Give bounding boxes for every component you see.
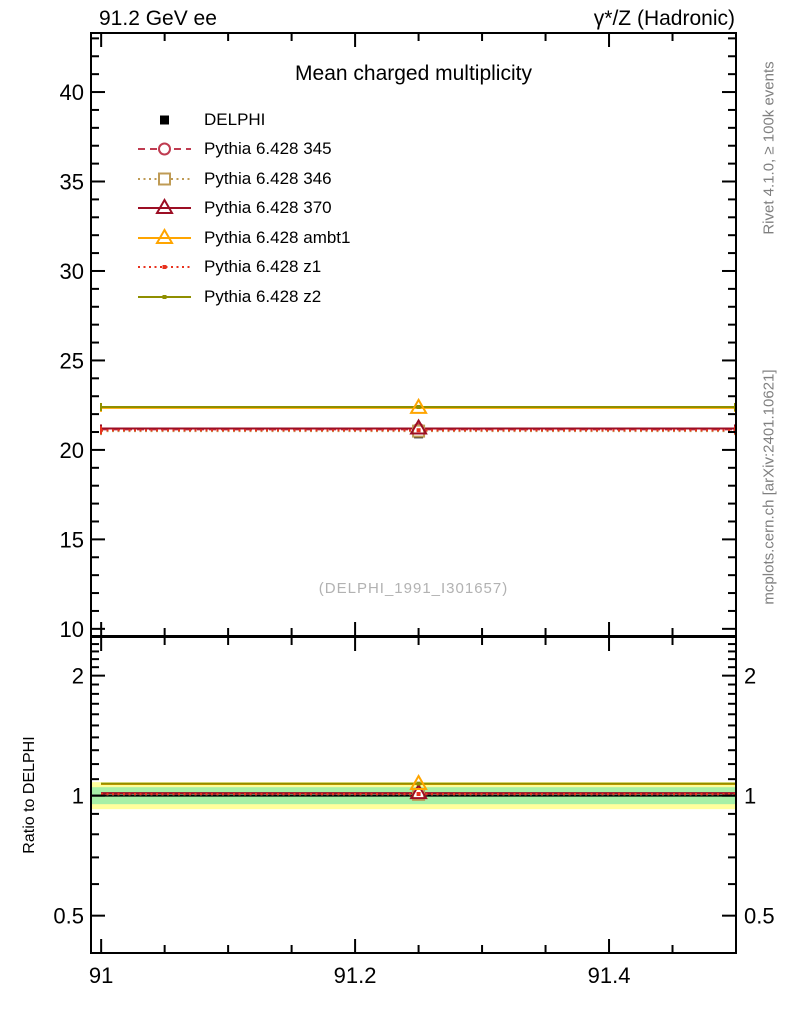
legend-item: Pythia 6.428 370 (137, 194, 350, 224)
legend-marker-sample (160, 115, 169, 125)
legend-label: Pythia 6.428 370 (204, 198, 332, 218)
main-y-tick-label: 35 (60, 170, 84, 195)
analysis-watermark: (DELPHI_1991_I301657) (318, 580, 509, 597)
ratio-y-tick-label-right: 2 (744, 664, 756, 689)
legend-label: Pythia 6.428 346 (204, 168, 332, 188)
legend-label: DELPHI (204, 109, 266, 129)
series-marker-2 (409, 418, 428, 435)
main-y-tick-label: 25 (60, 348, 84, 373)
ratio-y-tick-label-right: 0.5 (744, 904, 775, 929)
series-marker-3 (409, 397, 428, 414)
series-marker-4 (416, 428, 421, 433)
legend-label: Pythia 6.428 ambt1 (204, 227, 351, 247)
process-label: γ*/Z (Hadronic) (593, 7, 735, 30)
beam-energy-label: 91.2 GeV ee (99, 7, 217, 30)
ratio-axis-label: Ratio to DELPHI (21, 736, 38, 854)
ratio-marker-3 (409, 774, 428, 791)
legend-label: Pythia 6.428 z1 (204, 257, 322, 277)
x-tick-label: 91.2 (334, 963, 377, 988)
mcplots-arxiv-note: mcplots.cern.ch [arXiv:2401.10621] (760, 369, 778, 605)
ratio-marker-2 (409, 783, 428, 800)
main-y-tick-label: 20 (60, 438, 84, 463)
legend-item: Pythia 6.428 z1 (137, 253, 350, 283)
legend-item: Pythia 6.428 345 (137, 135, 350, 165)
legend-marker-sample (138, 142, 191, 156)
legend-glyph (155, 198, 174, 215)
x-tick-label: 91 (89, 963, 113, 988)
legend-marker-sample (138, 227, 191, 244)
legend-item: Pythia 6.428 ambt1 (137, 223, 350, 253)
legend-glyph (155, 227, 174, 244)
legend-item: Pythia 6.428 z2 (137, 282, 350, 312)
main-y-tick-label: 30 (60, 259, 84, 284)
main-y-tick-label: 40 (60, 80, 84, 105)
ratio-y-tick-label-left: 1 (72, 784, 84, 809)
main-y-tick-label: 10 (60, 617, 84, 642)
legend-label: Pythia 6.428 345 (204, 139, 332, 159)
ratio-y-tick-label-left: 2 (72, 664, 84, 689)
legend-glyph (160, 115, 169, 125)
legend-marker-sample (138, 172, 191, 186)
x-tick-label: 91.4 (588, 963, 631, 988)
legend-marker-sample (138, 294, 191, 299)
ratio-marker-4 (416, 791, 421, 796)
main-y-tick-label: 15 (60, 527, 84, 552)
legend-glyph (162, 294, 167, 299)
rivet-version-note: Rivet 4.1.0, ≥ 100k events (760, 61, 778, 235)
legend-glyph (158, 172, 171, 186)
legend-marker-sample (138, 198, 191, 215)
legend-label: Pythia 6.428 z2 (204, 286, 322, 306)
legend-glyph (162, 265, 167, 270)
ratio-y-tick-label-left: 0.5 (53, 904, 84, 929)
legend-marker-sample (138, 265, 191, 270)
ratio-marker-5 (416, 781, 421, 786)
legend-item: DELPHI (137, 105, 350, 135)
legend-item: Pythia 6.428 346 (137, 164, 350, 194)
legend: DELPHI Pythia 6.428 345 Pythia 6.428 346 Py… (137, 105, 350, 312)
plot-title: Mean charged multiplicity (295, 62, 532, 85)
ratio-y-tick-label-right: 1 (744, 784, 756, 809)
series-marker-5 (416, 404, 421, 409)
legend-glyph (158, 142, 171, 156)
